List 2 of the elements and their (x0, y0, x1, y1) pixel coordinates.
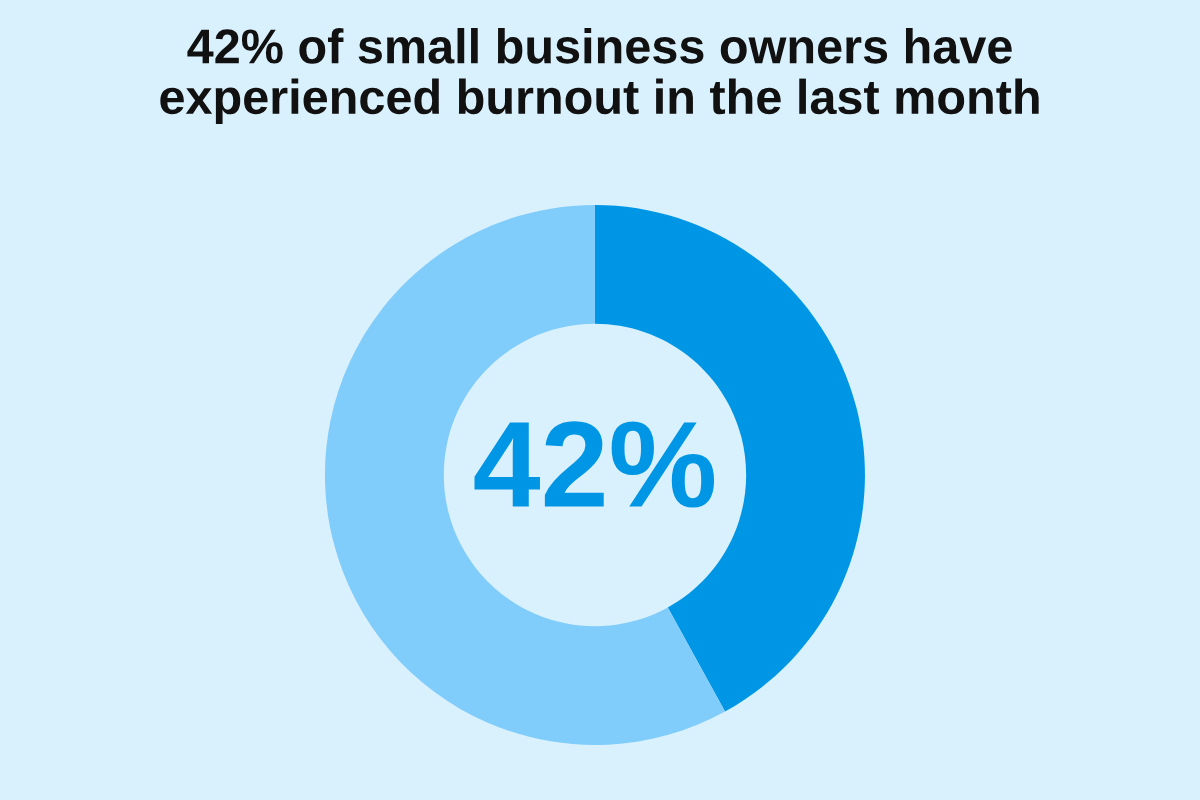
text: 42% (474, 421, 715, 508)
chart-title: 42% of small business owners have experienced burnout in the last month (160, 28, 1039, 124)
